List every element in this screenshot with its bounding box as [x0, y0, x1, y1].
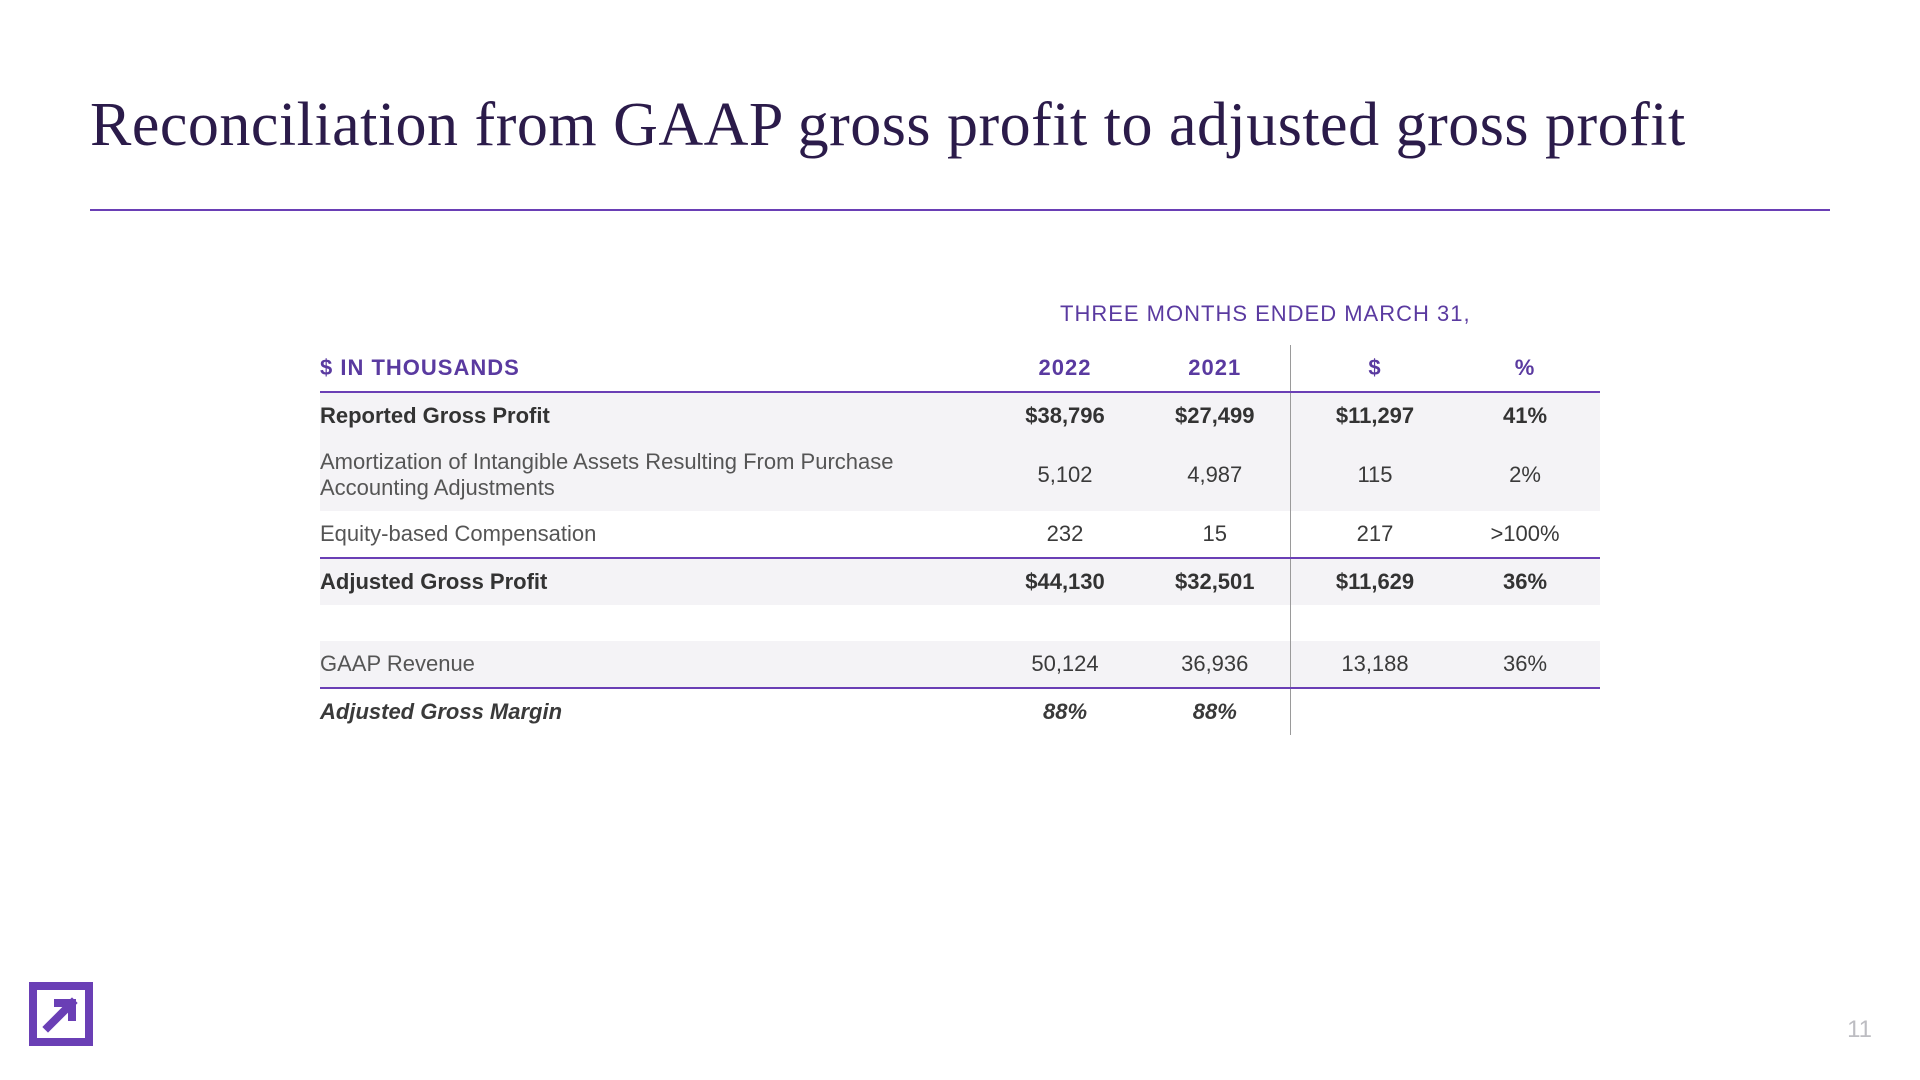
cell-spacer	[320, 605, 990, 641]
col-header-dollar: $	[1300, 345, 1450, 392]
reconciliation-table: $ IN THOUSANDS 2022 2021 $ % Reported Gr…	[320, 345, 1600, 735]
cell-2021: $27,499	[1140, 392, 1290, 439]
cell-dollar: $11,297	[1300, 392, 1450, 439]
cell-sep	[1290, 392, 1300, 439]
row-reported-gross-profit: Reported Gross Profit $38,796 $27,499 $1…	[320, 392, 1600, 439]
cell-label: Reported Gross Profit	[320, 392, 990, 439]
cell-dollar: 115	[1300, 439, 1450, 511]
cell-2022: $38,796	[990, 392, 1140, 439]
row-gaap-revenue: GAAP Revenue 50,124 36,936 13,188 36%	[320, 641, 1600, 688]
cell-2022: 5,102	[990, 439, 1140, 511]
company-logo-icon	[28, 981, 94, 1052]
page-number: 11	[1847, 1016, 1872, 1044]
cell-2022: 232	[990, 511, 1140, 558]
cell-label: Adjusted Gross Profit	[320, 558, 990, 605]
cell-dollar: 13,188	[1300, 641, 1450, 688]
cell-sep	[1290, 641, 1300, 688]
cell-2022: $44,130	[990, 558, 1140, 605]
cell-2021: $32,501	[1140, 558, 1290, 605]
table-body: Reported Gross Profit $38,796 $27,499 $1…	[320, 392, 1600, 735]
cell-pct: 36%	[1450, 641, 1600, 688]
col-header-pct: %	[1450, 345, 1600, 392]
cell-dollar: $11,629	[1300, 558, 1450, 605]
cell-label: Adjusted Gross Margin	[320, 688, 990, 735]
cell-pct: 41%	[1450, 392, 1600, 439]
row-spacer	[320, 605, 1600, 641]
cell-sep	[1290, 558, 1300, 605]
cell-dollar: 217	[1300, 511, 1450, 558]
period-header: THREE MONTHS ENDED MARCH 31,	[1060, 301, 1600, 327]
row-equity-comp: Equity-based Compensation 232 15 217 >10…	[320, 511, 1600, 558]
row-amortization: Amortization of Intangible Assets Result…	[320, 439, 1600, 511]
cell-sep	[1290, 511, 1300, 558]
cell-dollar	[1300, 688, 1450, 735]
col-header-2021: 2021	[1140, 345, 1290, 392]
reconciliation-table-wrap: THREE MONTHS ENDED MARCH 31, $ IN THOUSA…	[320, 301, 1600, 735]
cell-sep	[1290, 688, 1300, 735]
col-separator	[1290, 345, 1300, 392]
slide: Reconciliation from GAAP gross profit to…	[0, 0, 1920, 1080]
cell-sep	[1290, 439, 1300, 511]
page-title: Reconciliation from GAAP gross profit to…	[90, 90, 1830, 161]
cell-pct: >100%	[1450, 511, 1600, 558]
cell-pct: 36%	[1450, 558, 1600, 605]
table-header-row: $ IN THOUSANDS 2022 2021 $ %	[320, 345, 1600, 392]
cell-2021: 88%	[1140, 688, 1290, 735]
title-rule	[90, 209, 1830, 211]
cell-label: GAAP Revenue	[320, 641, 990, 688]
cell-label: Amortization of Intangible Assets Result…	[320, 439, 990, 511]
cell-label: Equity-based Compensation	[320, 511, 990, 558]
cell-2021: 15	[1140, 511, 1290, 558]
cell-pct: 2%	[1450, 439, 1600, 511]
cell-2021: 4,987	[1140, 439, 1290, 511]
cell-pct	[1450, 688, 1600, 735]
cell-2021: 36,936	[1140, 641, 1290, 688]
cell-2022: 50,124	[990, 641, 1140, 688]
col-header-label: $ IN THOUSANDS	[320, 345, 990, 392]
row-adjusted-gross-margin: Adjusted Gross Margin 88% 88%	[320, 688, 1600, 735]
col-header-2022: 2022	[990, 345, 1140, 392]
row-adjusted-gross-profit: Adjusted Gross Profit $44,130 $32,501 $1…	[320, 558, 1600, 605]
cell-2022: 88%	[990, 688, 1140, 735]
